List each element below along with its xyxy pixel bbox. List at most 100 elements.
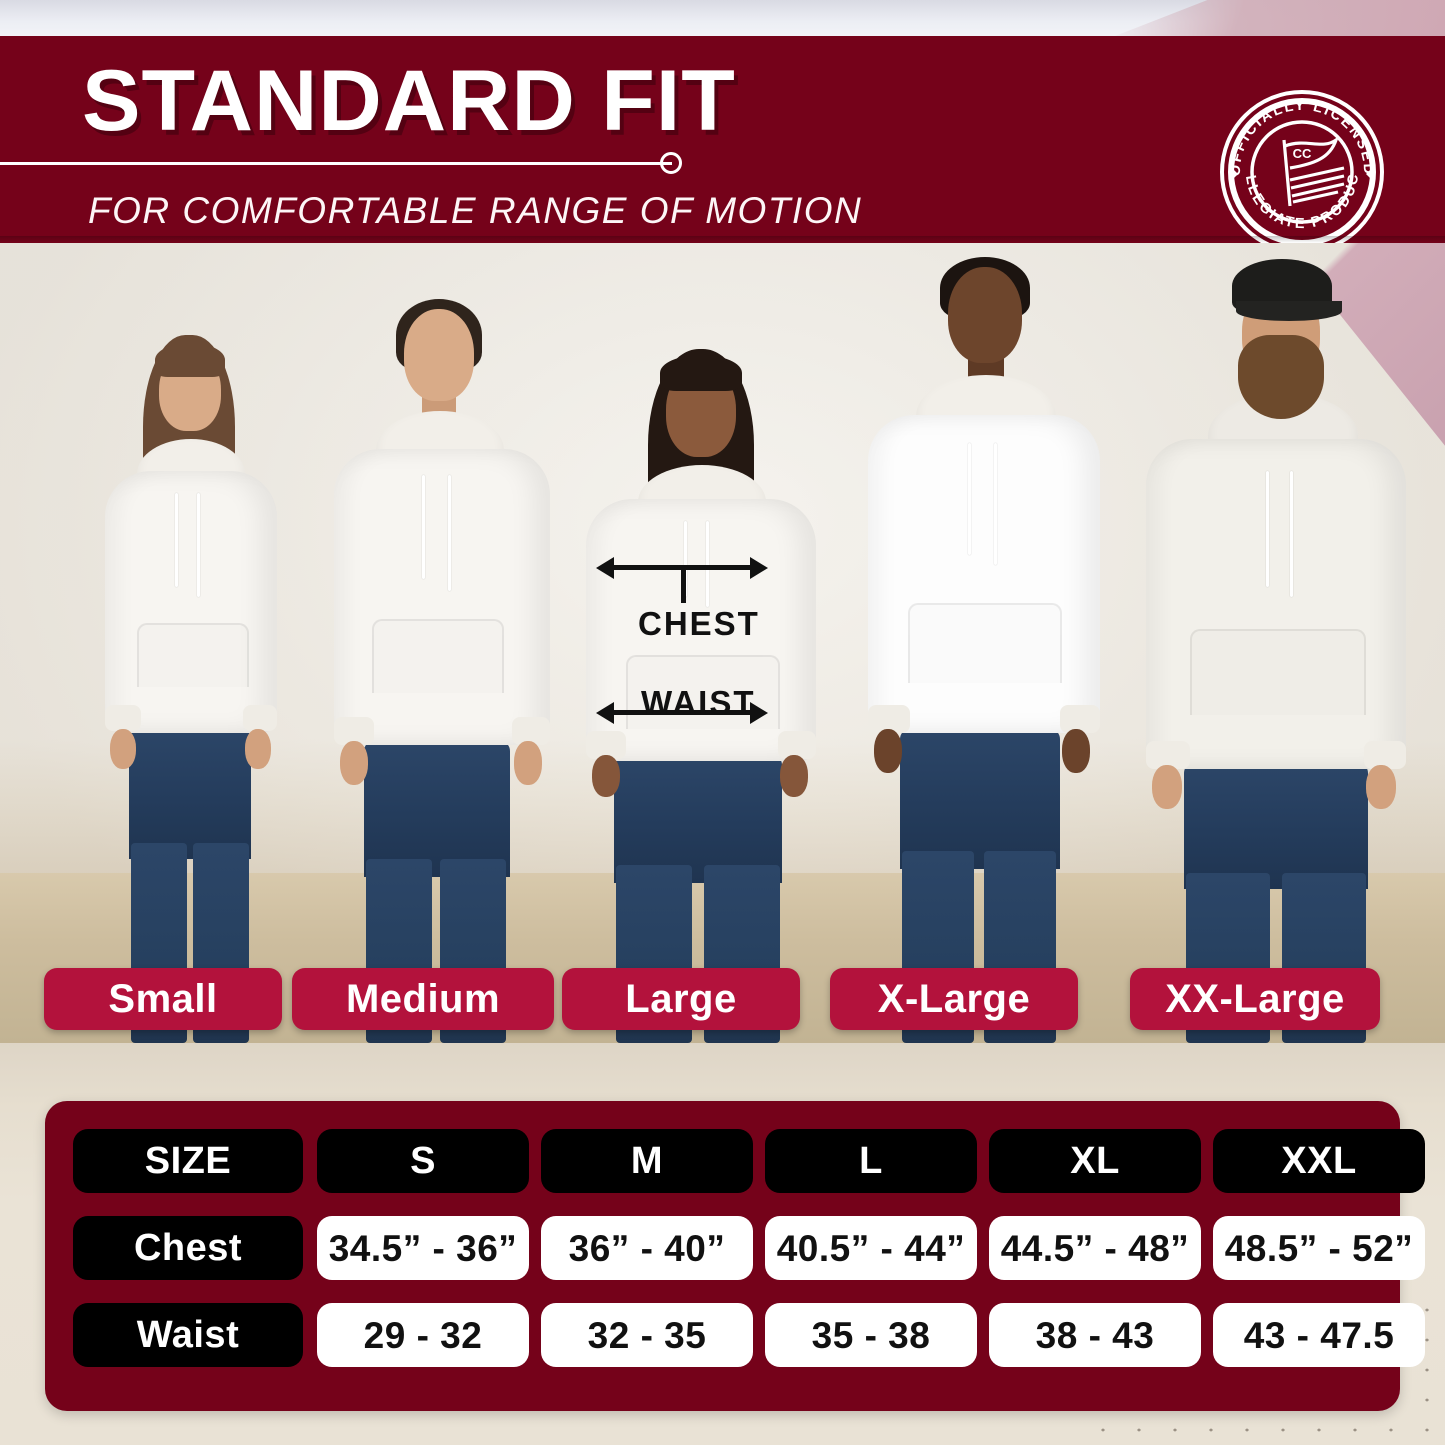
table-header-l: L [765,1129,977,1193]
hoodie-pocket [626,655,780,729]
cell-text: 40.5” - 44” [776,1227,966,1269]
model-medium [288,243,578,1043]
header-text: SIZE [144,1140,232,1182]
cap-brim [1236,301,1342,321]
model-jeans [364,741,510,877]
hoodie-pocket [372,619,504,693]
hoodie-cuff-right [778,731,816,759]
hoodie-cuff-left [586,731,626,759]
size-badge-label: Medium [345,977,501,1021]
size-badge-label: XX-Large [1165,977,1345,1021]
rule-end-dot-icon [660,152,682,174]
size-badge-label: Small [108,977,218,1021]
model-head [948,267,1022,363]
model-hand-right [245,729,271,769]
cell-waist-xl: 38 - 43 [989,1303,1201,1367]
cell-chest-m: 36” - 40” [541,1216,753,1280]
cell-text: 35 - 38 [811,1314,931,1356]
size-badge-xxlarge[interactable]: XX-Large [1130,968,1380,1030]
row-label-waist: Waist [73,1303,303,1367]
hoodie-pocket [137,623,249,687]
cell-waist-xxl: 43 - 47.5 [1213,1303,1425,1367]
header-text: L [859,1140,883,1182]
cell-text: 32 - 35 [587,1314,707,1356]
model-hand-right [514,741,542,785]
table-header-size: SIZE [73,1129,303,1193]
row-label-text: Chest [133,1227,243,1269]
table-header-xl: XL [989,1129,1201,1193]
table-header-xxl: XXL [1213,1129,1425,1193]
hoodie-body [334,449,550,745]
size-badge-xlarge[interactable]: X-Large [830,968,1078,1030]
hoodie-body [868,415,1100,733]
hoodie-drawstring-right [706,521,709,607]
cell-text: 44.5” - 48” [1000,1227,1190,1269]
waist-arrow-left-icon [596,702,614,724]
hoodie-drawstring-right [994,443,997,565]
hoodie-body [1146,439,1406,769]
model-small [55,243,315,1043]
title-rule [0,152,700,174]
svg-text:CC: CC [1293,146,1312,161]
hoodie-body [586,499,816,761]
models-photo: CHEST WAIST [0,243,1445,1043]
hoodie-pocket [1190,629,1366,715]
hoodie-cuff-right [512,717,550,745]
hoodie-cuff-right [1060,705,1100,733]
chest-label: CHEST [638,605,760,642]
table-header-row: SIZE S M L XL XXL [45,1129,1425,1193]
waist-arrow-line [613,710,752,715]
table-header-s: S [317,1129,529,1193]
table-row-waist: Waist 29 - 32 32 - 35 35 - 38 38 - 43 43… [45,1303,1425,1367]
cell-chest-xxl: 48.5” - 52” [1213,1216,1425,1280]
size-table: SIZE S M L XL XXL Chest 34.5” - 36” [45,1101,1425,1411]
hoodie-drawstring-left [175,493,178,587]
model-hand-right [1062,729,1090,773]
page-subtitle: FOR COMFORTABLE RANGE OF MOTION [88,190,863,231]
hoodie-drawstring-left [422,475,425,579]
model-jeans [1184,763,1368,889]
hoodie-drawstring-right [448,475,451,591]
hoodie-cuff-left [1146,741,1190,769]
header-text: XXL [1281,1140,1357,1182]
row-label-chest: Chest [73,1216,303,1280]
hoodie-cuff-left [334,717,374,745]
header-text: XL [1070,1140,1120,1182]
cell-text: 43 - 47.5 [1243,1314,1395,1356]
cell-waist-l: 35 - 38 [765,1303,977,1367]
hoodie-drawstring-left [684,521,687,597]
table-row-chest: Chest 34.5” - 36” 36” - 40” 40.5” - 44” … [45,1216,1425,1280]
rule-line [0,162,672,165]
size-badge-small[interactable]: Small [44,968,282,1030]
cell-chest-l: 40.5” - 44” [765,1216,977,1280]
model-beard [1238,335,1324,419]
hoodie-drawstring-left [968,443,971,555]
size-badge-large[interactable]: Large [562,968,800,1030]
model-head [404,309,474,401]
page-title: STANDARD FIT [82,53,736,149]
size-badge-label: X-Large [877,977,1031,1021]
model-hand-right [780,755,808,797]
hoodie-body [105,471,277,733]
cell-text: 36” - 40” [568,1227,726,1269]
hoodie-cuff-right [1364,741,1406,769]
model-hand-left [592,755,620,797]
header-band: STANDARD FIT FOR COMFORTABLE RANGE OF MO… [0,36,1445,243]
cell-text: 38 - 43 [1035,1314,1155,1356]
model-jeans [900,729,1060,869]
hoodie-pocket [908,603,1062,683]
cell-waist-s: 29 - 32 [317,1303,529,1367]
model-large [548,243,848,1043]
size-label-row: Small Medium Large X-Large XX-Large [0,968,1445,1030]
chest-tick [681,565,686,603]
chest-arrow-right-icon [750,557,768,579]
row-label-text: Waist [136,1314,240,1356]
size-badge-medium[interactable]: Medium [292,968,554,1030]
size-badge-label: Large [625,977,737,1021]
cell-waist-m: 32 - 35 [541,1303,753,1367]
model-xxlarge [1120,243,1430,1043]
cell-chest-xl: 44.5” - 48” [989,1216,1201,1280]
table-header-m: M [541,1129,753,1193]
cell-chest-s: 34.5” - 36” [317,1216,529,1280]
